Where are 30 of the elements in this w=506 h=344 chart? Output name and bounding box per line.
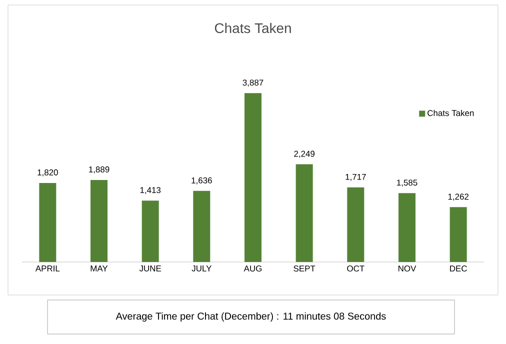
x-tick-label: AUG <box>244 266 262 272</box>
x-tick-label: MAY <box>90 266 108 272</box>
x-tick-label: APRIL <box>35 266 60 272</box>
bar <box>296 164 313 262</box>
bar <box>244 93 262 262</box>
data-label: 1,262 <box>448 194 468 201</box>
data-label: 1,889 <box>89 166 110 174</box>
data-label: 1,820 <box>38 169 58 176</box>
bar <box>347 187 364 262</box>
data-label: 1,717 <box>346 174 366 181</box>
data-label: 2,249 <box>294 150 315 158</box>
x-tick-label: SEPT <box>294 266 316 272</box>
x-tick-label: JULY <box>192 266 212 272</box>
data-label: 1,585 <box>397 180 418 187</box>
x-tick-label: OCT <box>347 266 364 272</box>
bar <box>39 182 56 262</box>
legend-label: Chats Taken <box>428 110 474 116</box>
x-tick-label: NOV <box>398 266 416 272</box>
data-label: 1,636 <box>192 177 212 184</box>
x-tick-label: DEC <box>450 266 467 272</box>
data-label: 3,887 <box>242 80 264 87</box>
bar <box>450 207 467 262</box>
data-label: 1,413 <box>140 187 161 194</box>
text: Average Time per Chat (December) : 11 minutes 08 Seconds <box>116 312 386 322</box>
bar <box>90 180 108 262</box>
bar <box>398 193 416 262</box>
bar <box>193 190 210 262</box>
x-tick-label: JUNE <box>139 266 162 272</box>
bar <box>142 200 159 262</box>
chart-title: Chats Taken <box>214 22 291 34</box>
